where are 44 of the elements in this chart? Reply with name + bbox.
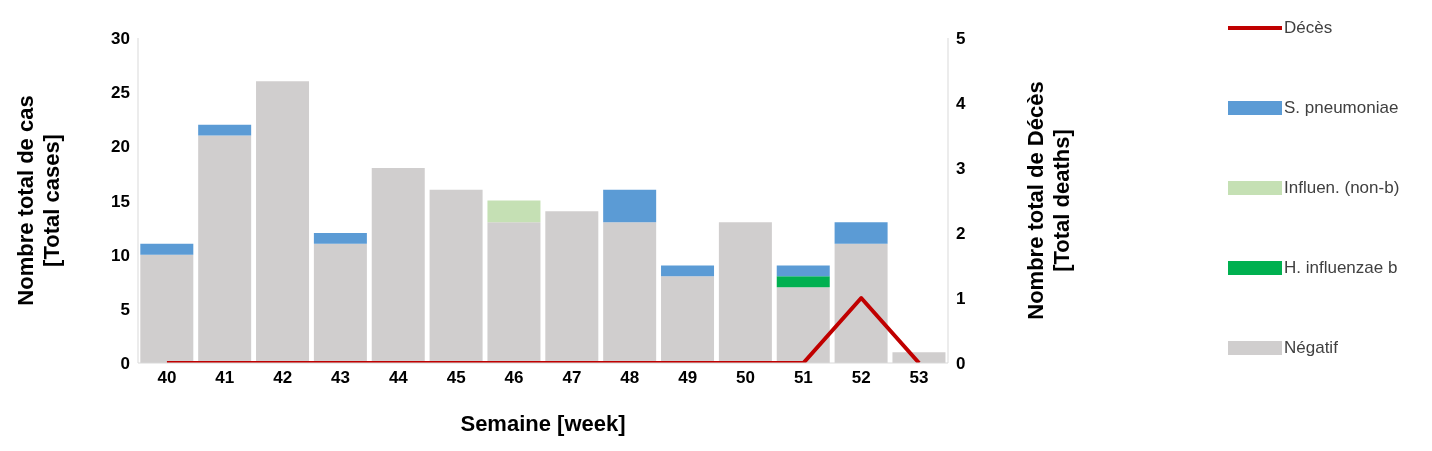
y-tick-label: 10 — [111, 245, 130, 265]
bar — [661, 265, 715, 277]
legend-label: S. pneumoniae — [1284, 98, 1399, 118]
x-tick-label: 41 — [215, 368, 235, 388]
x-tick-label: 48 — [620, 368, 640, 388]
y-tick-label: 25 — [111, 83, 130, 103]
x-axis-title: Semaine [week] — [460, 411, 626, 436]
legend-label: Négatif — [1284, 338, 1338, 358]
legend-label: H. influenzae b — [1284, 258, 1398, 278]
x-tick-label: 40 — [157, 368, 177, 388]
bar — [834, 222, 888, 244]
x-tick-label: 45 — [446, 368, 466, 388]
y2-tick-label: 4 — [956, 94, 966, 114]
bar — [603, 189, 657, 223]
y2-tick-label: 0 — [956, 354, 966, 374]
x-tick-label: 53 — [909, 368, 929, 388]
x-tick-label: 43 — [331, 368, 350, 388]
bar — [487, 200, 541, 223]
y-tick-label: 5 — [120, 299, 130, 319]
x-tick-label: 42 — [273, 368, 293, 388]
y-tick-label: 15 — [111, 191, 130, 211]
x-tick-label: 52 — [851, 368, 871, 388]
y-tick-label: 20 — [111, 137, 130, 157]
legend-label: Influen. (non-b) — [1284, 178, 1400, 198]
legend-label: Décès — [1284, 18, 1333, 38]
y-tick-label: 0 — [120, 354, 130, 374]
y-tick-label: 30 — [111, 29, 130, 49]
y2-axis-title: Nombre total de Décès [Total deaths] — [1023, 81, 1074, 320]
y2-tick-label: 5 — [956, 29, 966, 49]
bar — [140, 243, 194, 255]
x-tick-label: 46 — [504, 368, 524, 388]
y2-tick-label: 3 — [956, 159, 966, 179]
x-tick-label: 50 — [736, 368, 755, 388]
y2-tick-label: 2 — [956, 224, 966, 244]
bar — [313, 233, 367, 244]
bar — [776, 265, 830, 277]
x-tick-label: 49 — [678, 368, 698, 388]
y2-tick-label: 1 — [956, 289, 966, 309]
bar — [776, 276, 830, 288]
x-tick-label: 44 — [388, 368, 409, 388]
y-axis-title: Nombre total de cas [Total cases] — [13, 95, 64, 306]
x-tick-label: 47 — [562, 368, 582, 388]
bar — [198, 124, 252, 136]
x-tick-label: 51 — [793, 368, 813, 388]
